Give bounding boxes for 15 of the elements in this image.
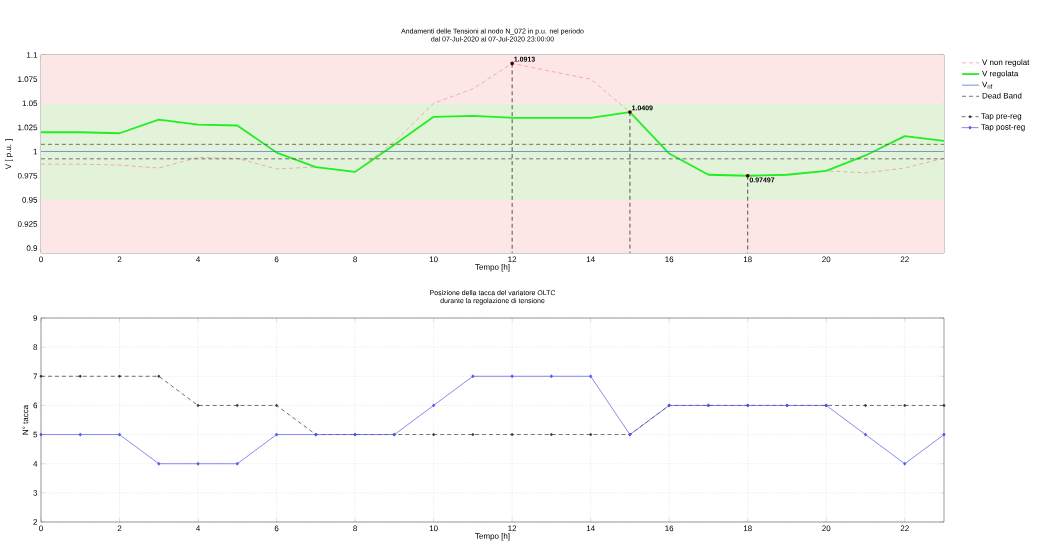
point: [196, 461, 200, 466]
point: [942, 432, 946, 437]
point: [275, 432, 279, 437]
point: [78, 432, 82, 437]
point: [39, 432, 43, 437]
point: [235, 461, 239, 466]
point: [589, 374, 593, 379]
point: [432, 403, 436, 408]
point: [117, 432, 122, 437]
point: [510, 374, 514, 379]
point: [863, 432, 868, 437]
point: [471, 374, 475, 379]
point: [903, 461, 907, 466]
point: [157, 461, 161, 466]
point: [549, 374, 553, 379]
